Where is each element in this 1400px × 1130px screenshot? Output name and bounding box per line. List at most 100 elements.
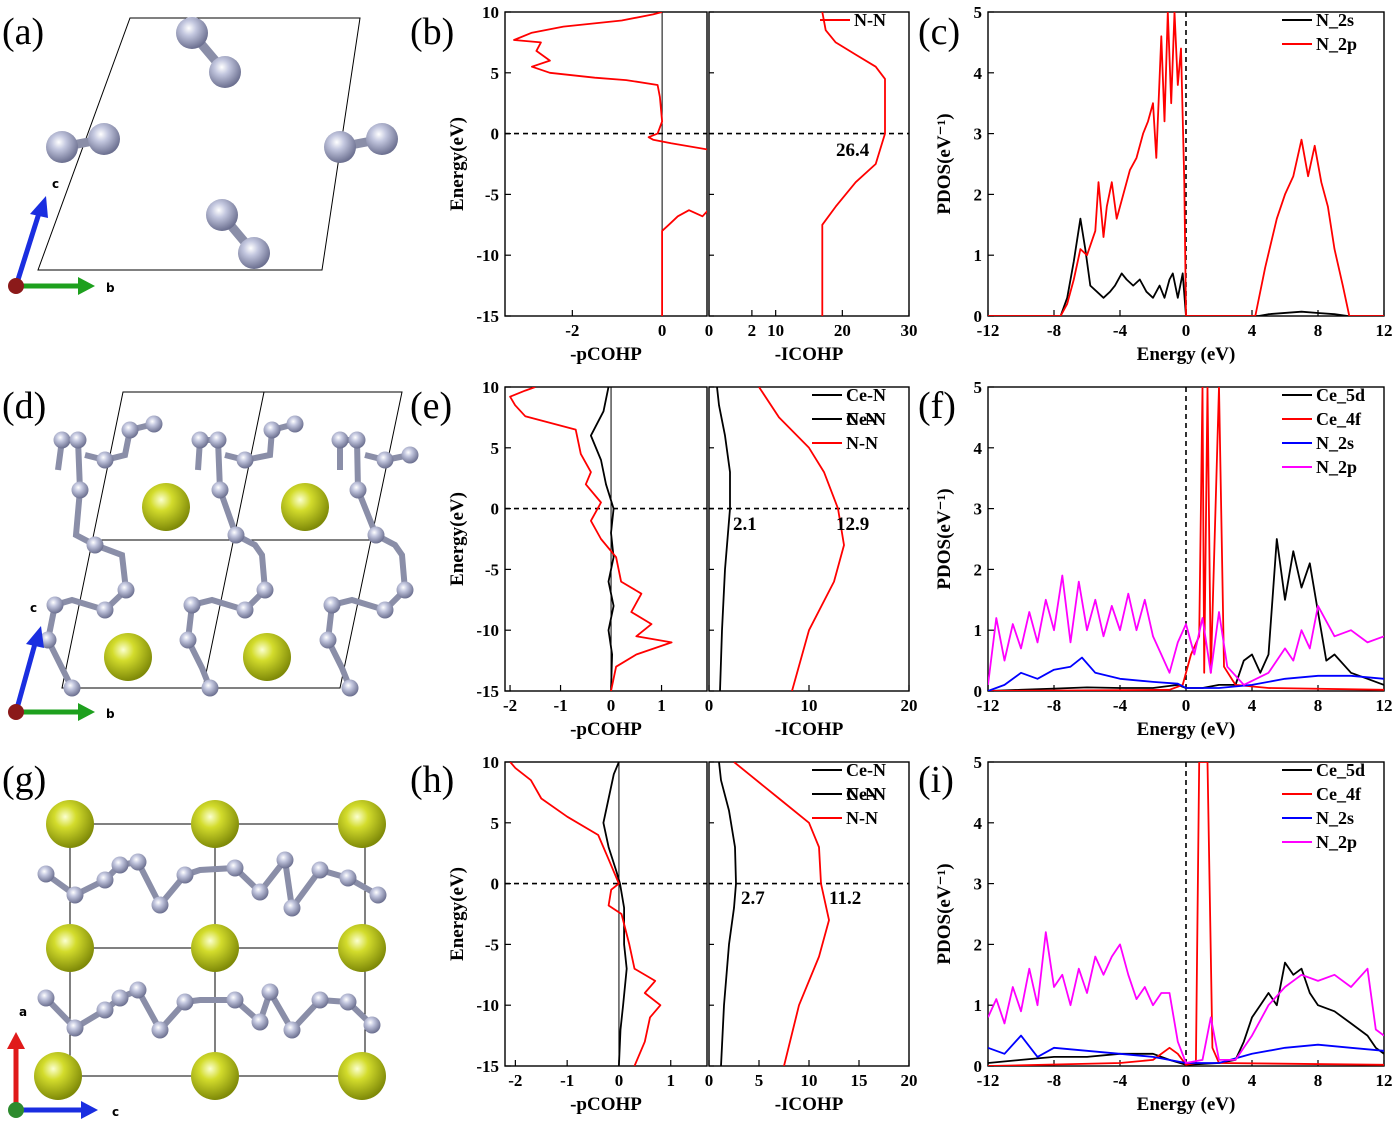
ce-atom bbox=[142, 483, 190, 531]
x-axis-label: -pCOHP bbox=[570, 719, 642, 740]
n-atom bbox=[37, 865, 55, 883]
x-tick-label: -12 bbox=[977, 321, 1000, 340]
n-atom bbox=[276, 851, 294, 869]
series-line-ce-n bbox=[602, 762, 628, 1066]
value-annotation: 12.9 bbox=[836, 514, 869, 535]
y-tick-label: 10 bbox=[482, 378, 499, 397]
ce-atom bbox=[34, 1052, 82, 1100]
y-tick-label: 5 bbox=[974, 378, 983, 397]
n-atom bbox=[96, 601, 114, 619]
axis-b-label: b bbox=[106, 707, 115, 721]
y-tick-label: 5 bbox=[491, 64, 500, 83]
series-line-n-2s bbox=[988, 1034, 1384, 1064]
n-atom bbox=[251, 883, 269, 901]
series-group bbox=[988, 387, 1384, 691]
legend-label: Ce-N bbox=[846, 784, 886, 804]
y-tick-label: -15 bbox=[476, 1057, 499, 1076]
series-line-ce-4f bbox=[988, 387, 1384, 691]
y-tick-label: 5 bbox=[974, 753, 983, 772]
chart-h-left: -2 -1 0 11050-5-10-15-pCOHPEnergy(eV)Ce-NN-… bbox=[447, 753, 886, 1115]
legend-label: Ce-N bbox=[846, 760, 886, 780]
x-tick-label: -4 bbox=[1113, 1071, 1128, 1090]
x-tick-label: 10 bbox=[767, 321, 784, 340]
x-tick-label: 15 bbox=[851, 1071, 868, 1090]
unit-cell bbox=[37, 17, 361, 271]
ce-atom bbox=[104, 633, 152, 681]
x-tick-label: 5 bbox=[755, 1071, 764, 1090]
series-group bbox=[821, 12, 886, 316]
x-tick-label: 20 bbox=[901, 696, 918, 715]
y-axis-label: PDOS(eV⁻¹) bbox=[934, 863, 955, 964]
n-atom bbox=[256, 581, 274, 599]
x-tick-label: 1 bbox=[666, 1071, 675, 1090]
value-annotation: 2.1 bbox=[733, 514, 757, 535]
series-line-n-n bbox=[509, 387, 673, 691]
n-atom bbox=[367, 526, 385, 544]
ce-atom bbox=[46, 924, 94, 972]
n-atom bbox=[96, 871, 114, 889]
y-tick-label: 3 bbox=[974, 125, 983, 144]
x-tick-label: 10 bbox=[801, 1071, 818, 1090]
y-axis-label: PDOS(eV⁻¹) bbox=[934, 488, 955, 589]
n-atom bbox=[145, 415, 163, 433]
x-tick-label: 0 bbox=[705, 321, 714, 340]
legend-label: N_2p bbox=[1316, 34, 1357, 54]
x-tick-label: 12 bbox=[1376, 696, 1393, 715]
y-tick-label: 4 bbox=[974, 814, 983, 833]
series-line-ce-n bbox=[718, 762, 737, 1066]
axis-triad: a c bbox=[7, 1005, 119, 1119]
x-tick-label: -2 bbox=[508, 1071, 522, 1090]
axis-triad: c b bbox=[8, 601, 115, 721]
x-tick-label: 0 bbox=[615, 1071, 624, 1090]
n-atom bbox=[331, 431, 349, 449]
y-tick-label: -5 bbox=[485, 185, 499, 204]
axis-c-label: c bbox=[112, 1105, 119, 1119]
legend-label: Ce_5d bbox=[1316, 760, 1365, 780]
n-atom bbox=[121, 421, 139, 439]
y-tick-label: 1 bbox=[974, 621, 983, 640]
ce-atom bbox=[338, 1052, 386, 1100]
n-atom bbox=[206, 199, 238, 231]
ce-atom bbox=[191, 800, 239, 848]
n-atom bbox=[311, 861, 329, 879]
x-tick-label: -12 bbox=[977, 696, 1000, 715]
legend-label: N_2s bbox=[1316, 10, 1354, 30]
n-atom bbox=[236, 601, 254, 619]
y-tick-label: 0 bbox=[974, 682, 983, 701]
x-tick-label: 0 bbox=[705, 696, 714, 715]
legend-label: Ce_4f bbox=[1316, 409, 1362, 429]
n-atom bbox=[324, 131, 356, 163]
n-atom bbox=[341, 679, 359, 697]
legend-label: N_2p bbox=[1316, 832, 1357, 852]
panel-label-i: (i) bbox=[918, 759, 954, 801]
series-line-n-n bbox=[821, 12, 886, 316]
series-line-ce-5d bbox=[988, 538, 1384, 691]
structure-a: c b bbox=[8, 17, 398, 295]
n-atom bbox=[227, 526, 245, 544]
n-atom bbox=[283, 899, 301, 917]
legend-label: N-N bbox=[854, 10, 886, 30]
axis-c-label: c bbox=[52, 177, 59, 191]
y-axis-label: Energy(eV) bbox=[447, 492, 468, 586]
n-atom bbox=[111, 856, 129, 874]
y-tick-label: 0 bbox=[974, 1057, 983, 1076]
structure-d: c b bbox=[8, 391, 419, 721]
n-atom bbox=[46, 596, 64, 614]
x-tick-label: 20 bbox=[834, 321, 851, 340]
n-atom bbox=[226, 991, 244, 1009]
series-line-ce-n bbox=[590, 387, 615, 691]
y-tick-label: 0 bbox=[491, 125, 500, 144]
chart-b-right: 0 10 20 30 -ICOHP 26.4 N-N bbox=[705, 10, 918, 365]
n-atom bbox=[176, 993, 194, 1011]
n-atom bbox=[236, 451, 254, 469]
value-annotation: 2.7 bbox=[741, 888, 765, 909]
n2-molecule bbox=[176, 17, 241, 88]
n-atom bbox=[349, 481, 367, 499]
n-atom bbox=[179, 631, 197, 649]
y-axis-label: Energy(eV) bbox=[447, 117, 468, 211]
n-atom bbox=[66, 1019, 84, 1037]
n-atom bbox=[348, 431, 366, 449]
